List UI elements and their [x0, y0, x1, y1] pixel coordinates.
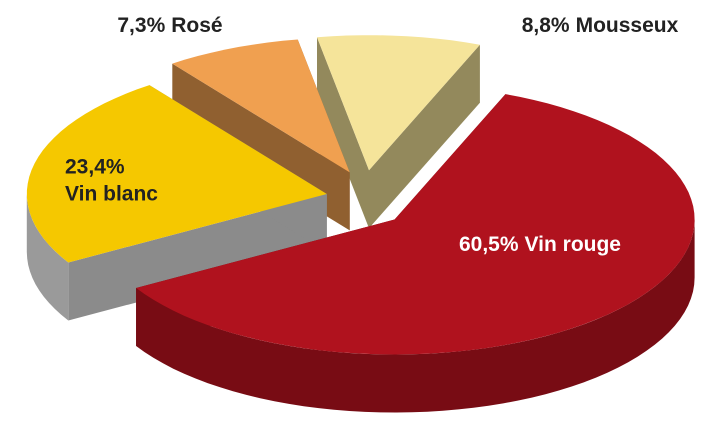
slice-wall — [136, 219, 695, 413]
labels: 60,5% Vin rouge 23,4% Vin blanc 7,3% Rosé 8,8%… — [65, 14, 679, 256]
category-label: Rosé — [171, 14, 222, 37]
slice-label: 8,8% Mousseux — [522, 14, 679, 37]
category-label: Vin rouge — [525, 233, 621, 256]
slice — [317, 35, 480, 171]
value-label: 60,5% — [459, 233, 519, 256]
slice-side — [317, 37, 369, 229]
category-label: Vin blanc — [65, 183, 158, 206]
slice-label: 60,5% Vin rouge — [459, 233, 621, 256]
pie — [26, 35, 695, 413]
slice — [172, 39, 350, 173]
slice — [26, 85, 327, 263]
value-label: 23,4% — [65, 156, 125, 179]
slice-side — [68, 194, 327, 321]
category-label: Mousseux — [576, 14, 679, 37]
value-label: 7,3% — [117, 14, 165, 37]
slice-wall — [26, 194, 69, 321]
slice-label: 7,3% Rosé — [117, 14, 222, 37]
value-label: 8,8% — [522, 14, 570, 37]
slice-side — [369, 44, 480, 229]
slice — [136, 94, 695, 355]
